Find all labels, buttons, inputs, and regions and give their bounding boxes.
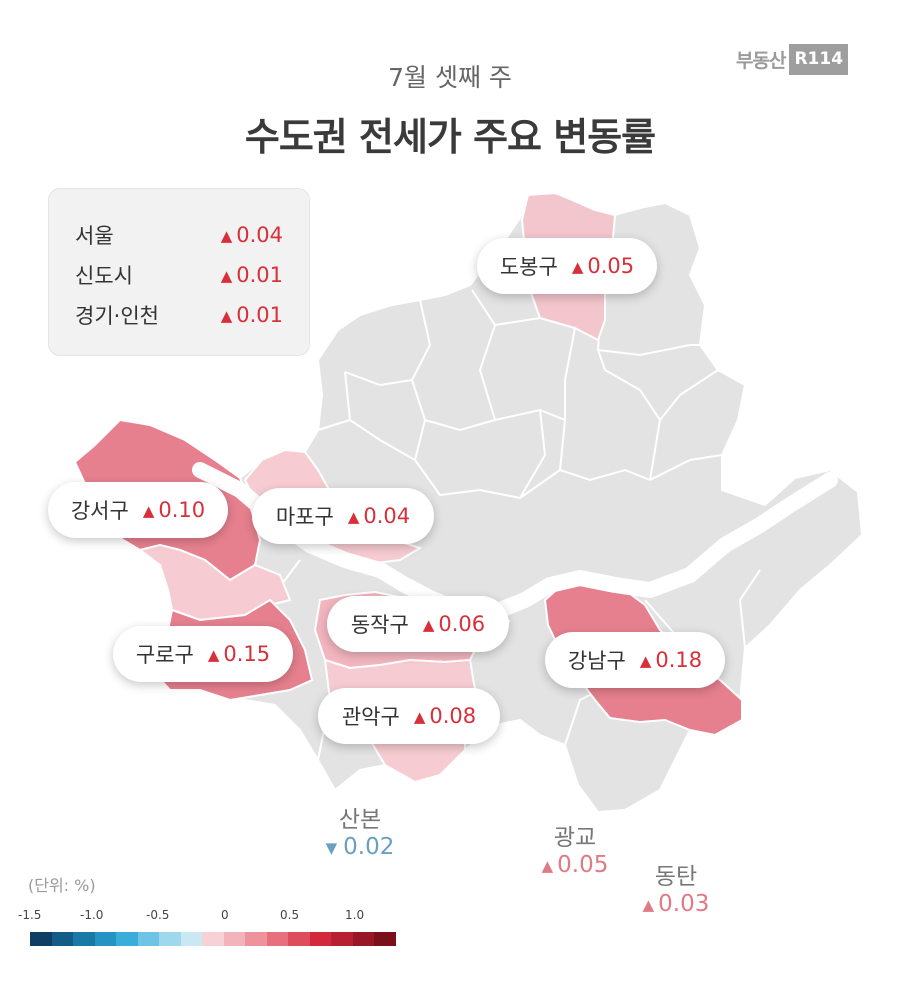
district-value: 0.06 [423, 612, 485, 636]
summary-name: 경기·인천 [75, 304, 159, 328]
summary-value: 0.01 [221, 263, 283, 287]
legend-color-swatch [309, 932, 331, 946]
district-label-dongjak: 동작구 0.06 [327, 596, 509, 652]
outside-value: 0.03 [626, 891, 726, 917]
district-value: 0.18 [640, 648, 702, 672]
district-label-gangnam: 강남구 0.18 [545, 632, 725, 688]
logo-text: 부동산 [736, 50, 786, 72]
legend-color-swatch [202, 932, 224, 946]
legend-color-swatch [245, 932, 267, 946]
legend-color-swatch [51, 932, 73, 946]
legend-color-swatch [73, 932, 95, 946]
legend-tick: 1.0 [345, 908, 365, 922]
legend-color-swatch [116, 932, 138, 946]
summary-value: 0.01 [221, 303, 283, 327]
legend-color-swatch [331, 932, 353, 946]
outside-label-gwanggyo: 광교 0.05 [525, 818, 625, 878]
legend-tick: -1.5 [18, 908, 42, 922]
district-name: 강남구 [567, 649, 626, 673]
legend-tick: 0 [221, 908, 229, 922]
legend-color-swatch [288, 932, 310, 946]
legend-color-swatch [94, 932, 116, 946]
summary-box: 서울 0.04 신도시 0.01 경기·인천 0.01 [48, 188, 310, 356]
district-label-gangseo: 강서구 0.10 [48, 482, 228, 538]
legend-color-swatch [180, 932, 202, 946]
legend-color-swatch [137, 932, 159, 946]
page-subtitle: 7월 셋째 주 [388, 63, 512, 92]
district-yangcheon [137, 543, 292, 622]
outside-value: 0.02 [310, 834, 410, 860]
district-value: 0.10 [143, 498, 205, 522]
brand-logo: 부동산 R114 [736, 44, 849, 75]
summary-row: 경기·인천 0.01 [75, 295, 283, 335]
district-label-dobong: 도봉구 0.05 [477, 238, 657, 294]
legend-tick: -1.0 [80, 908, 104, 922]
legend-unit: (단위: %) [28, 876, 96, 895]
legend-tick: -0.5 [146, 908, 170, 922]
district-name: 강서구 [70, 499, 129, 523]
page-title: 수도권 전세가 주요 변동률 [244, 115, 656, 159]
outside-name: 광교 [553, 825, 597, 851]
district-name: 동작구 [350, 613, 409, 637]
summary-row: 신도시 0.01 [75, 255, 283, 295]
legend-color-swatch [352, 932, 374, 946]
outside-value: 0.05 [525, 852, 625, 878]
summary-name: 서울 [75, 224, 114, 248]
summary-value: 0.04 [221, 223, 283, 247]
summary-row: 서울 0.04 [75, 215, 283, 255]
district-value: 0.04 [348, 504, 410, 528]
han-river [192, 462, 838, 620]
legend-color-swatch [223, 932, 245, 946]
district-name: 도봉구 [499, 255, 558, 279]
district-value: 0.15 [208, 642, 270, 666]
outside-label-dongtan: 동탄 0.03 [626, 857, 726, 917]
outside-name: 동탄 [654, 864, 698, 890]
district-label-gwanak: 관악구 0.08 [318, 688, 500, 744]
legend-color-swatch [266, 932, 288, 946]
legend-color-scale [30, 932, 396, 946]
legend-color-swatch [374, 932, 396, 946]
legend-color-swatch [30, 932, 52, 946]
district-name: 관악구 [341, 705, 400, 729]
district-value: 0.08 [414, 704, 476, 728]
legend-color-swatch [159, 932, 181, 946]
logo-box: R114 [789, 44, 849, 75]
legend-tick: 0.5 [280, 908, 300, 922]
outside-label-sanbon: 산본 0.02 [310, 800, 410, 860]
district-label-mapo: 마포구 0.04 [252, 488, 434, 544]
outside-name: 산본 [338, 807, 382, 833]
district-label-guro: 구로구 0.15 [113, 626, 293, 682]
district-value: 0.05 [572, 254, 634, 278]
district-name: 마포구 [275, 505, 334, 529]
district-name: 구로구 [135, 643, 194, 667]
summary-name: 신도시 [75, 264, 133, 288]
